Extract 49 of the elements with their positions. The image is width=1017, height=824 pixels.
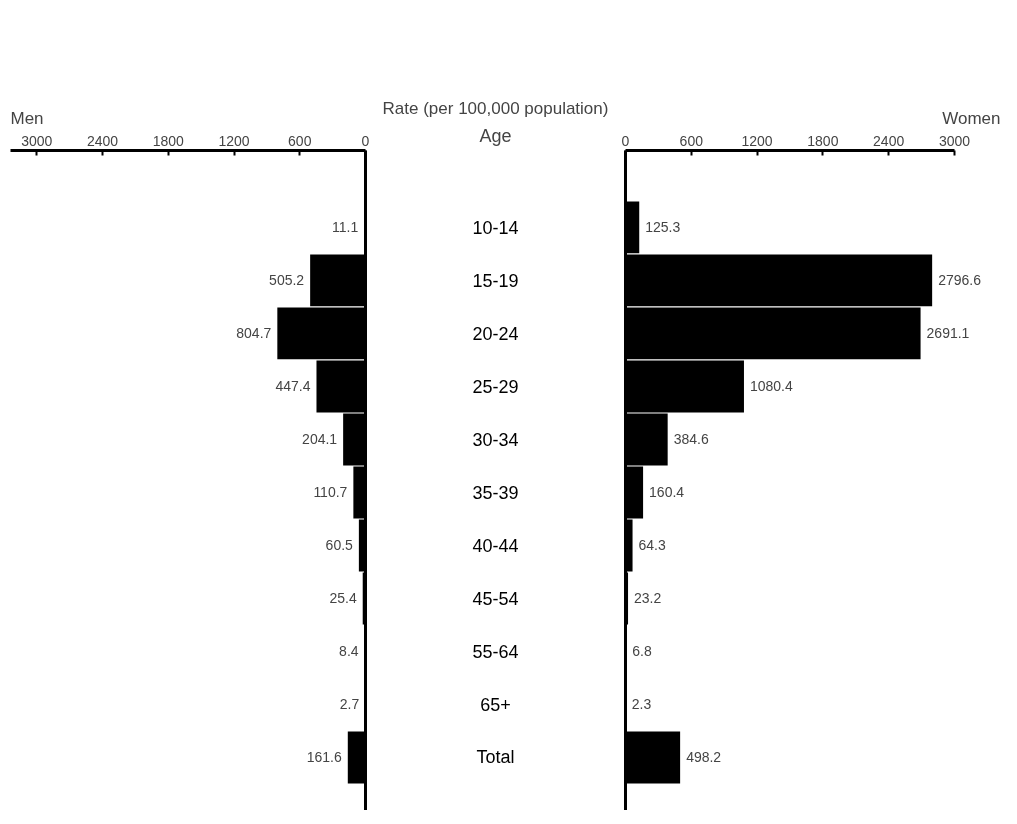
data-label: 498.2 — [686, 749, 722, 766]
y-tick-label: 25-29 — [472, 376, 519, 397]
x-tick-label: 600 — [288, 132, 312, 149]
x-tick-label: 3000 — [21, 132, 53, 149]
data-label: 384.6 — [673, 431, 709, 448]
data-label: 1080.4 — [749, 378, 793, 395]
data-label: 60.5 — [325, 537, 354, 554]
y-tick-label: 15-19 — [472, 270, 519, 291]
y-tick-label: 35-39 — [472, 482, 519, 503]
data-label: 2796.6 — [938, 272, 982, 289]
x-tick-label: 2400 — [873, 132, 905, 149]
y-tick-label: 10-14 — [472, 217, 519, 238]
data-label: 25.4 — [329, 590, 357, 607]
y-tick-label: 55-64 — [472, 641, 519, 662]
x-tick-label: 0 — [361, 132, 370, 149]
x-tick-label: 0 — [621, 132, 630, 149]
x-tick-label: 1800 — [807, 132, 839, 149]
y-tick-label: Total — [476, 747, 515, 768]
x-tick-label: 2400 — [86, 132, 119, 149]
data-label: 64.3 — [638, 537, 667, 554]
y-tick-label: 45-54 — [472, 588, 519, 609]
y-tick-label: 65+ — [480, 694, 511, 715]
x-axis-title: Rate (per 100,000 population) — [382, 98, 609, 118]
y-tick-label: 40-44 — [472, 535, 519, 556]
data-label: 2.7 — [339, 696, 360, 713]
y-tick-label: 30-34 — [472, 429, 519, 450]
data-label: 2.3 — [631, 696, 652, 713]
data-label: 447.4 — [275, 378, 311, 395]
y-axis-title: Age — [479, 125, 512, 146]
data-label: 161.6 — [306, 749, 343, 766]
data-label: 204.1 — [302, 431, 338, 448]
x-tick-label: 1200 — [218, 132, 250, 149]
data-label: 110.7 — [313, 484, 348, 501]
data-label: 505.2 — [269, 272, 305, 289]
data-label: 125.3 — [645, 219, 681, 236]
x-tick-label: 1800 — [152, 132, 185, 149]
chart-title: Men — [10, 108, 44, 128]
data-label: 6.8 — [632, 643, 652, 660]
data-label: 804.7 — [236, 325, 272, 342]
x-tick-label: 3000 — [938, 132, 971, 149]
data-label: 160.4 — [649, 484, 685, 501]
data-label: 23.2 — [634, 590, 662, 607]
x-tick-label: 1200 — [741, 132, 773, 149]
x-tick-label: 600 — [679, 132, 704, 149]
data-label: 8.4 — [339, 643, 359, 660]
y-tick-label: 20-24 — [472, 323, 519, 344]
chart-title: Women — [942, 108, 1001, 128]
data-label: 11.1 — [332, 219, 359, 236]
data-label: 2691.1 — [926, 325, 970, 342]
